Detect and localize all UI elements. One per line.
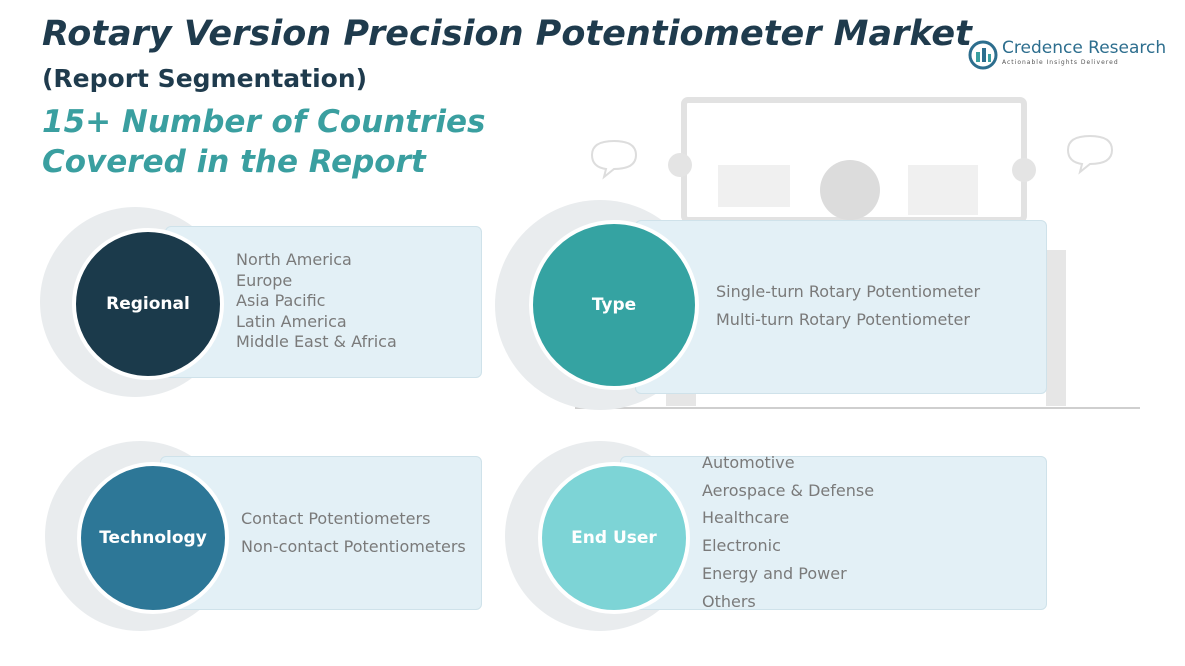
segment-item: Multi-turn Rotary Potentiometer [716,310,970,329]
segment-item: Healthcare [702,508,790,528]
segment-item: Asia Pacific [236,291,326,310]
segment-item: Aerospace & Defense [702,480,875,500]
segment-item: Middle East & Africa [236,332,397,351]
segment-circle: Type [529,220,699,390]
segment-circle: End User [538,462,690,614]
segment-circle: Technology [77,462,229,614]
segment-item: Energy and Power [702,563,847,583]
logo-icon [968,40,998,70]
segment-label: End User [571,528,657,548]
segment-circle: Regional [72,228,224,380]
segment-item: Automotive [702,453,795,472]
segment-item: Europe [236,270,293,290]
logo-name: Credence Research [1002,38,1167,58]
segment-panel [620,456,1047,610]
segment-panel [160,456,482,610]
highlight: Covered in the Report [42,144,426,180]
segment-item: Contact Potentiometers [241,509,431,528]
segment-label: Regional [106,294,190,314]
logo-tagline: Actionable Insights Delivered [1002,59,1119,66]
segment-item: Single-turn Rotary Potentiometer [716,282,981,301]
subtitle: (Report Segmentation) [42,64,368,93]
segment-item: Electronic [702,536,781,556]
segment-item: Non-contact Potentiometers [241,537,466,556]
segment-panel [635,220,1047,394]
title: Rotary Version Precision Potentiometer M… [42,14,972,54]
highlight: 15+ Number of Countries [42,104,486,140]
segment-item: North America [236,250,352,269]
segment-item: Others [702,591,756,611]
segment-item: Latin America [236,311,347,331]
segment-label: Type [591,295,637,315]
segment-label: Technology [99,528,207,548]
